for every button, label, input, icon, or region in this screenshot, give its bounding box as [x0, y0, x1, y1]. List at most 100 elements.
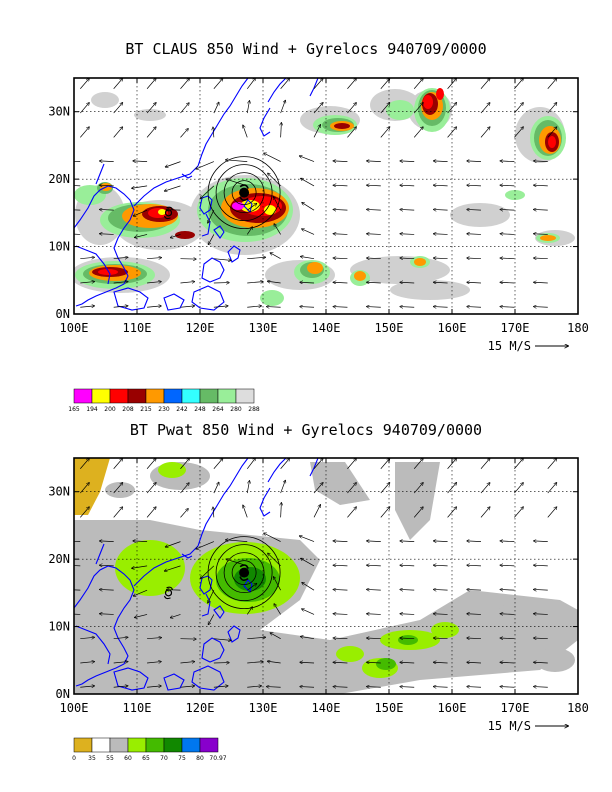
colorbar-label: 208 [122, 406, 134, 413]
wind-vector [333, 565, 348, 566]
wind-vector [247, 282, 263, 283]
coastline [201, 257, 225, 283]
x-tick-label: 170E [501, 321, 530, 335]
wind-vector [534, 565, 548, 566]
wind-vector [400, 161, 415, 162]
wind-vector [500, 161, 515, 162]
wind-vector [100, 614, 114, 615]
wind-vector [208, 210, 215, 223]
wind-vector [467, 687, 481, 688]
coastline [309, 458, 319, 477]
wind-vector [447, 507, 457, 518]
wind-vector [413, 103, 423, 114]
top-axes: 100E 110E 120E 130E 140E 150E 160E 170E 180 0N 10N… [48, 77, 589, 353]
colorbar-swatch [235, 388, 255, 404]
x-tick-label: 120E [186, 321, 215, 335]
wind-vector [274, 577, 281, 591]
colorbar-swatch [163, 388, 183, 404]
wind-vector [208, 590, 215, 603]
wind-vector [347, 103, 356, 114]
wind-vector [480, 103, 490, 114]
wind-vector [100, 234, 114, 235]
wind-vector [280, 79, 290, 90]
coastline [309, 78, 319, 97]
wind-vector [434, 307, 448, 308]
wind-vector [74, 160, 81, 162]
wind-vector [243, 505, 248, 518]
wind-vector [80, 483, 89, 494]
wind-vector [380, 507, 390, 518]
wind-vector [180, 662, 194, 663]
coastline [74, 565, 135, 687]
wind-vector [313, 459, 323, 470]
wind-vector [480, 459, 490, 470]
wind-vector [367, 638, 381, 639]
gyre-circle [223, 552, 265, 594]
wind-vector [480, 507, 490, 518]
x-tick-label: 140E [312, 321, 341, 335]
coastline-group [74, 458, 319, 691]
wind-vector [165, 185, 181, 191]
colorbar-label: 35 [88, 755, 96, 762]
wind-vector [333, 662, 348, 663]
wind-vector [313, 505, 320, 518]
gyre-circle [215, 544, 273, 602]
wind-vector [367, 307, 381, 308]
wind-vector [113, 79, 123, 90]
colorbar-label: 0 [72, 755, 76, 762]
wind-vector [147, 638, 161, 639]
wind-vector [434, 614, 448, 615]
coastline [267, 458, 287, 483]
colorbar-label: 75 [178, 755, 186, 762]
wind-vector [213, 306, 228, 307]
coastline [181, 173, 193, 179]
top-cloud-shading [74, 88, 575, 306]
wind-vector [113, 257, 128, 258]
top-colorbar: 165 194 200 208 215 230 242 248 264 280 288 [68, 388, 260, 413]
wind-vector [100, 161, 114, 162]
wind-vector [547, 103, 557, 114]
wind-vector [434, 161, 448, 162]
wind-vector [514, 507, 523, 518]
colorbar-swatch [181, 388, 201, 404]
wind-vector [534, 234, 548, 235]
wind-vector [480, 79, 490, 90]
wind-vector [500, 687, 515, 688]
wind-vector [480, 127, 490, 138]
wind-vector [333, 589, 348, 590]
wind-vector [300, 662, 315, 663]
coastline [75, 625, 111, 665]
wind-vector [500, 662, 515, 663]
wind-vector [146, 483, 156, 494]
wind-vector [301, 637, 315, 640]
wind-vector [270, 633, 281, 640]
wind-vector [467, 307, 481, 308]
wind-vector [300, 536, 315, 542]
wind-vector [514, 483, 523, 494]
wind-vector [313, 103, 323, 114]
wind-vector [180, 129, 188, 138]
wind-vector [300, 307, 315, 308]
wind-vector [171, 614, 181, 617]
y-tick-label: 10N [48, 620, 70, 634]
wind-vector [467, 282, 481, 283]
x-tick-label: 110E [123, 701, 152, 715]
wind-vector [467, 589, 481, 590]
wind-vector [400, 209, 415, 210]
colorbar-swatch [127, 388, 147, 404]
colorbar-label: 230 [158, 406, 170, 413]
wind-vector [274, 197, 281, 211]
wind-vector [400, 258, 415, 259]
colorbar-label: 280 [230, 406, 242, 413]
wind-vector [133, 541, 148, 542]
wind-vector [347, 483, 356, 494]
wind-vector [400, 589, 415, 590]
wind-vector [74, 185, 81, 187]
wind-vector [280, 101, 286, 114]
gyre-circle [207, 156, 281, 230]
wind-vector [367, 614, 381, 615]
wind-vector [247, 306, 261, 307]
coastline [201, 213, 211, 237]
wind-vector [434, 282, 448, 283]
